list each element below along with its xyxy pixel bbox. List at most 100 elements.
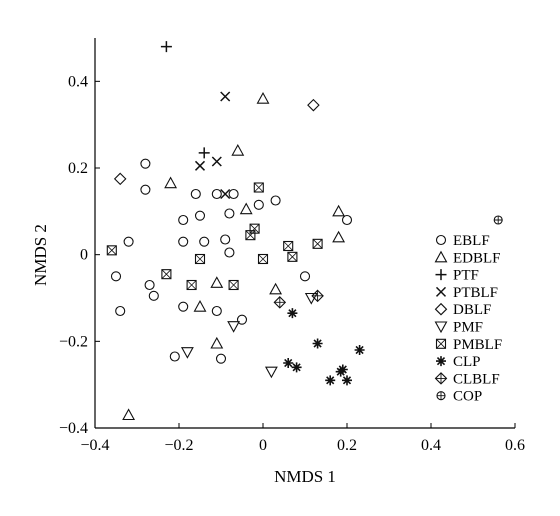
legend-entry-cop: COP <box>436 389 482 405</box>
x-tick-label: 0.2 <box>337 437 357 454</box>
legend-label: CLBLF <box>453 371 500 387</box>
data-point-clp <box>354 345 365 355</box>
data-point-pmblf <box>312 238 323 249</box>
data-point-clblf <box>273 296 287 309</box>
legend-marker <box>434 372 448 385</box>
y-tick-label: −0.4 <box>59 420 88 437</box>
data-point-clp <box>325 375 336 386</box>
data-point-eblf <box>190 188 201 200</box>
data-point-edblf <box>210 276 224 288</box>
data-point-pmblf <box>283 240 294 252</box>
legend-marker <box>434 250 448 263</box>
data-point-edblf <box>332 230 346 243</box>
data-point-pmblf <box>186 279 197 291</box>
data-point-eblf <box>299 271 311 282</box>
legend-label: CLP <box>453 354 481 370</box>
data-point-ptblf <box>220 188 231 200</box>
data-point-edblf <box>210 336 224 349</box>
data-point-clp <box>283 358 294 368</box>
data-point-eblf <box>115 305 126 317</box>
data-point-eblf <box>253 199 264 210</box>
data-point-pmf <box>180 347 194 359</box>
data-point-cop <box>493 215 503 225</box>
data-point-edblf <box>193 300 207 312</box>
data-point-clp <box>291 362 302 373</box>
data-point-pmf <box>264 366 278 379</box>
data-point-eblf <box>270 195 281 206</box>
data-point-eblf <box>211 305 222 317</box>
y-tick-label: 0.2 <box>68 160 88 177</box>
data-point-eblf <box>211 188 222 200</box>
legend-label: PMF <box>453 320 483 336</box>
data-point-eblf <box>199 236 210 247</box>
legend-marker <box>435 286 447 297</box>
legend-entry-clp: CLP <box>436 354 481 370</box>
x-tick-label: 0.4 <box>421 437 441 454</box>
data-point-pmblf <box>287 251 298 262</box>
data-point-pmblf <box>257 253 269 265</box>
data-point-edblf <box>256 92 270 104</box>
y-axis-label: NMDS 2 <box>31 224 50 286</box>
data-point-dblf <box>307 98 320 112</box>
legend-entry-eblf: EBLF <box>435 233 490 249</box>
data-point-eblf <box>194 210 206 221</box>
data-point-eblf <box>236 314 248 325</box>
x-axis-label: NMDS 1 <box>274 467 336 486</box>
legend-marker <box>435 338 447 349</box>
data-point-eblf <box>178 301 189 312</box>
data-point-edblf <box>122 408 136 421</box>
legend-entry-ptblf: PTBLF <box>435 285 498 301</box>
data-point-pmblf <box>194 253 206 265</box>
legend-label: PTBLF <box>453 285 498 301</box>
data-point-eblf <box>140 158 151 169</box>
legend-marker <box>435 234 447 246</box>
data-points <box>106 41 503 421</box>
y-tick-label: −0.2 <box>59 333 88 350</box>
data-point-pmblf <box>106 245 117 256</box>
data-point-clp <box>287 308 298 319</box>
x-tick-label: 0.6 <box>505 437 525 454</box>
legend-entry-pmblf: PMBLF <box>435 337 502 353</box>
legend-marker <box>434 321 448 334</box>
data-point-eblf <box>169 351 180 362</box>
legend-entry-dblf: DBLF <box>434 302 491 318</box>
data-point-dblf <box>113 172 127 186</box>
data-point-pmblf <box>228 279 239 291</box>
data-point-edblf <box>164 176 178 189</box>
data-point-clp <box>342 375 352 386</box>
data-point-edblf <box>269 282 283 295</box>
data-point-ptblf <box>211 156 222 167</box>
data-point-eblf <box>341 214 353 226</box>
data-point-eblf <box>148 290 159 301</box>
legend-entry-ptf: PTF <box>435 268 479 284</box>
data-point-ptblf <box>194 160 206 171</box>
legend-marker <box>436 391 446 401</box>
legend-label: PTF <box>453 268 479 284</box>
data-point-ptf <box>198 147 210 159</box>
data-point-eblf <box>178 214 189 226</box>
axes: −0.4 −0.2 0 0.2 0.4 0.6 −0.4 −0.2 0 0.2 0.4 <box>59 38 525 454</box>
data-point-pmblf <box>245 230 256 241</box>
data-point-ptf <box>160 41 172 53</box>
data-point-edblf <box>239 202 253 215</box>
legend-marker <box>435 269 447 281</box>
data-point-eblf <box>178 236 189 247</box>
legend-label: DBLF <box>453 302 491 318</box>
data-point-eblf <box>144 279 155 291</box>
legend-marker <box>434 302 448 316</box>
data-point-eblf <box>224 208 235 219</box>
legend-entry-clblf: CLBLF <box>434 371 500 387</box>
y-tick-label: 0.4 <box>68 73 88 90</box>
x-tick-label: −0.4 <box>80 437 109 454</box>
data-point-pmf <box>227 321 241 333</box>
data-point-eblf <box>110 271 122 282</box>
data-point-eblf <box>123 236 134 247</box>
data-point-edblf <box>332 204 346 217</box>
data-point-eblf <box>215 353 227 364</box>
data-point-clp <box>312 338 323 349</box>
legend-entry-edblf: EDBLF <box>434 250 501 266</box>
legend-marker <box>436 356 446 367</box>
legend-label: PMBLF <box>453 337 502 353</box>
